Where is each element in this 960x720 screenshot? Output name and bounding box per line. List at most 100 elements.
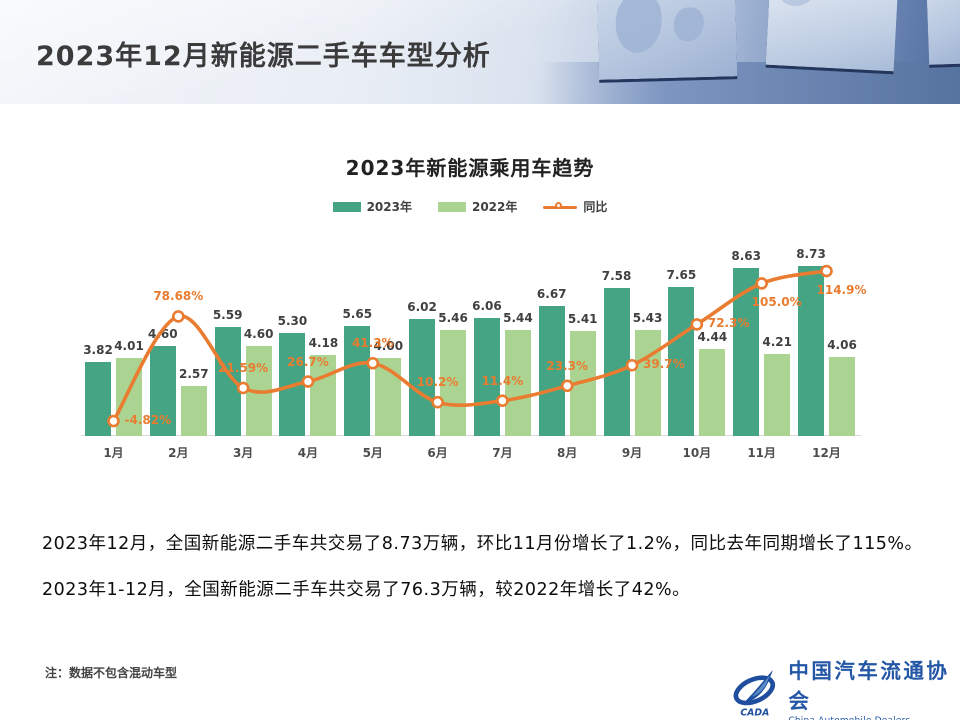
bar-value-2022-9月: 5.43 <box>632 311 663 326</box>
org-logo: CADA 中国汽车流通协会 China Automobile Dealers A… <box>731 654 960 720</box>
summary-paragraph-2: 2023年1-12月，全国新能源二手车共交易了76.3万辆，较2022年增长了4… <box>42 580 691 600</box>
x-tick-10月: 10月 <box>682 446 712 460</box>
yoy-value-9月: 39.7% <box>643 357 685 372</box>
bar-value-2023-7月: 6.06 <box>472 298 502 313</box>
footnote: 注：数据不包含混动车型 <box>45 666 178 680</box>
bar-2022-6月 <box>440 329 467 436</box>
bar-2023-7月 <box>473 317 500 436</box>
yoy-marker-5月 <box>366 356 380 370</box>
legend-label-2023: 2023年 <box>366 200 412 214</box>
legend-swatch-2023 <box>332 201 361 212</box>
bar-value-2022-5月: 4.00 <box>373 339 404 353</box>
cube-graphic-2 <box>765 0 899 72</box>
yoy-marker-2月 <box>172 310 185 323</box>
bar-2022-2月 <box>180 385 207 436</box>
x-tick-5月: 5月 <box>362 446 383 460</box>
bar-2023-1月 <box>85 361 111 436</box>
bar-value-2023-5月: 5.65 <box>342 306 373 321</box>
yoy-line <box>111 269 827 422</box>
yoy-value-11月: 105.0% <box>751 295 802 310</box>
bar-value-2023-8月: 6.67 <box>536 286 567 301</box>
header-banner: 2023年12月新能源二手车车型分析 <box>0 0 960 104</box>
x-tick-7月: 7月 <box>492 446 513 460</box>
yoy-value-3月: 21.59% <box>218 360 269 375</box>
org-name-en: China Automobile Dealers Association <box>788 716 960 720</box>
yoy-marker-8月 <box>560 379 574 393</box>
yoy-value-10月: 72.3% <box>707 316 750 331</box>
yoy-marker-4月 <box>301 375 315 388</box>
bar-2023-9月 <box>603 288 630 436</box>
bar-value-2023-11月: 8.63 <box>731 248 761 263</box>
yoy-value-8月: 23.3% <box>546 358 589 373</box>
bar-2022-4月 <box>310 354 337 436</box>
legend-label-yoy: 同比 <box>583 200 608 214</box>
yoy-value-2月: 78.68% <box>153 289 204 304</box>
x-tick-3月: 3月 <box>232 446 254 460</box>
bar-2023-6月 <box>409 318 436 436</box>
x-tick-2月: 2月 <box>168 446 189 460</box>
x-tick-4月: 4月 <box>297 446 319 460</box>
org-logo-text: 中国汽车流通协会 China Automobile Dealers Associ… <box>788 654 960 720</box>
bar-value-2023-4月: 5.30 <box>277 313 308 328</box>
legend-swatch-2022 <box>437 201 466 212</box>
legend-item-yoy: 同比 <box>543 198 607 215</box>
yoy-marker-1月 <box>107 414 120 428</box>
bar-value-2022-10月: 4.44 <box>697 330 728 345</box>
bar-value-2022-8月: 5.41 <box>567 311 598 326</box>
chart-title: 2023年新能源乘用车趋势 <box>345 156 595 180</box>
svg-text:CADA: CADA <box>740 708 769 719</box>
yoy-value-12月: 114.9% <box>816 283 867 298</box>
yoy-value-6月: 10.2% <box>416 375 459 390</box>
bar-value-2022-3月: 4.60 <box>243 327 274 342</box>
bar-2022-12月 <box>829 356 855 436</box>
legend-label-2022: 2022年 <box>471 200 518 214</box>
x-tick-12月: 12月 <box>812 446 841 460</box>
bar-value-2023-9月: 7.58 <box>601 269 632 284</box>
bar-value-2022-6月: 5.46 <box>438 310 468 325</box>
x-tick-9月: 9月 <box>621 446 643 460</box>
page-title: 2023年12月新能源二手车车型分析 <box>36 41 491 72</box>
x-tick-6月: 6月 <box>427 446 448 460</box>
bar-2022-11月 <box>764 353 791 436</box>
bar-value-2022-12月: 4.06 <box>827 337 857 352</box>
bar-value-2023-10月: 7.65 <box>666 267 697 282</box>
legend-item-2022: 2022年 <box>437 198 518 215</box>
bar-2023-12月 <box>798 265 824 436</box>
yoy-marker-9月 <box>625 358 639 372</box>
yoy-marker-7月 <box>496 394 509 408</box>
cube-graphic-3 <box>926 0 960 65</box>
bar-2023-8月 <box>538 305 565 436</box>
x-tick-11月: 11月 <box>747 446 777 460</box>
yoy-marker-10月 <box>690 318 704 331</box>
yoy-marker-3月 <box>236 381 250 395</box>
bar-value-2022-7月: 5.44 <box>503 310 533 325</box>
bar-2022-10月 <box>699 349 726 436</box>
yoy-marker-12月 <box>820 264 833 278</box>
bar-2022-9月 <box>634 330 661 436</box>
x-tick-8月: 8月 <box>557 446 578 460</box>
chart-plot: 3.82 4.01 4.60 2.57 5.59 4.60 5.30 4.18 5.65 4.00… <box>81 229 866 436</box>
cube-graphic-1 <box>596 0 738 80</box>
x-tick-1月: 1月 <box>103 446 124 460</box>
chart: 2023年新能源乘用车趋势 2023年 2022年 同比 3.82 4.01 4.6… <box>81 152 866 466</box>
bar-value-2022-2月: 2.57 <box>179 366 209 381</box>
legend-item-2023: 2023年 <box>332 198 412 215</box>
x-axis-line <box>81 435 861 436</box>
org-name-cn: 中国汽车流通协会 <box>788 659 950 713</box>
legend-line-icon <box>543 201 578 213</box>
x-axis-labels: 1月 2月 3月 4月 5月 6月 7月 8月 9月 10月 11月 12月 <box>85 444 855 466</box>
yoy-value-7月: 11.4% <box>481 373 524 388</box>
yoy-value-5月: 41.3% <box>351 336 394 351</box>
yoy-marker-11月 <box>755 277 768 290</box>
summary-text: 2023年12月，全国新能源二手车共交易了8.73万辆，环比11月份增长了1.2… <box>42 530 947 622</box>
yoy-marker-6月 <box>431 395 444 409</box>
bar-2023-2月 <box>149 346 176 436</box>
summary-paragraph-1: 2023年12月，全国新能源二手车共交易了8.73万辆，环比11月份增长了1.2… <box>42 534 923 554</box>
yoy-line-layer <box>107 264 833 428</box>
chart-legend: 2023年 2022年 同比 <box>85 198 855 215</box>
bar-value-2023-1月: 3.82 <box>83 342 113 357</box>
bar-value-2023-12月: 8.73 <box>796 246 826 261</box>
bar-2022-7月 <box>504 329 531 436</box>
bar-value-2022-1月: 4.01 <box>114 338 144 353</box>
